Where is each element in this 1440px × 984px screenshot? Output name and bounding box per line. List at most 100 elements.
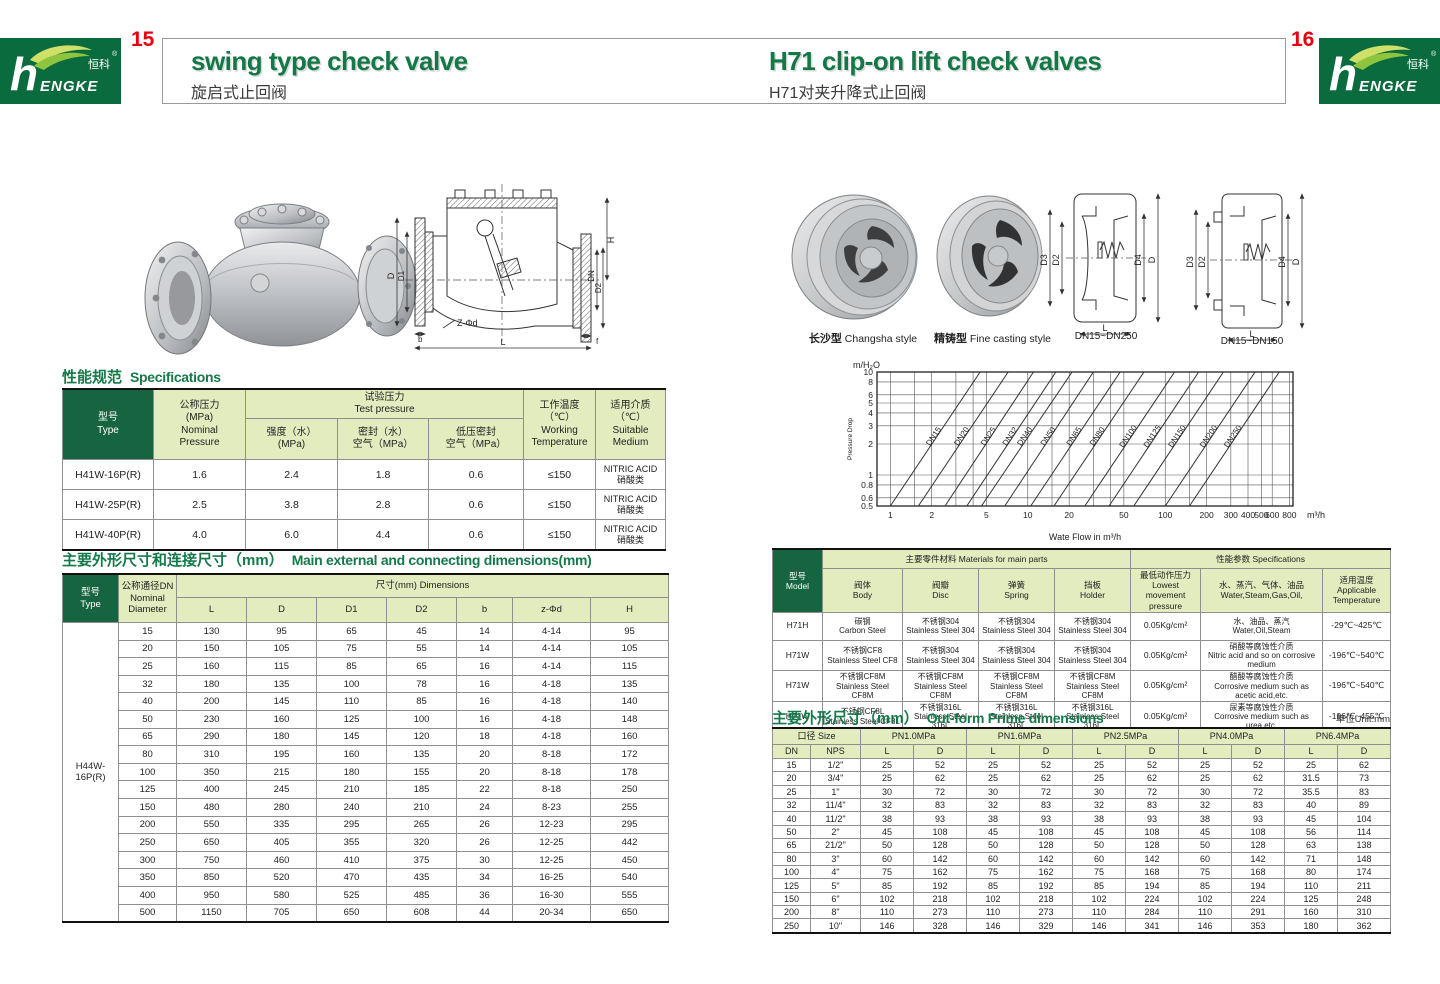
table-row: 20 3/4" 25 62 25 62 25 62 25 62 31.5 73 bbox=[772, 771, 1392, 786]
table-cell: 200 bbox=[176, 692, 247, 711]
table-cell: 120 bbox=[386, 727, 457, 747]
table-row: H41W-40P(R) 4.0 6.0 4.4 0.6 ≤150 NITRIC ACID 硝… bbox=[62, 519, 667, 551]
table-cell: 8-18 bbox=[512, 780, 591, 799]
logo-cn: 恒科 bbox=[88, 57, 110, 71]
table-row: 100 350 215 180 155 20 8-18 178 bbox=[63, 762, 669, 782]
table-cell: 72 bbox=[1125, 784, 1180, 799]
dim-label: L bbox=[1249, 329, 1254, 339]
table-cell: 4-14 bbox=[512, 622, 591, 641]
logo-leaf-icon bbox=[34, 52, 90, 70]
table-cell: 146 bbox=[1072, 918, 1127, 934]
table-cell: 105 bbox=[246, 639, 317, 659]
table-cell: -196℃~540℃ bbox=[1322, 639, 1392, 672]
svg-text:5: 5 bbox=[984, 510, 989, 520]
table-cell: 3/4" bbox=[809, 771, 862, 786]
col-header-applicable-temperature: 适用温度 Applicable Temperature bbox=[1322, 568, 1392, 613]
wafer-valve-drawing-large: D3 D2 D4 D L bbox=[1038, 180, 1173, 347]
col-header-model: 型号 Model bbox=[772, 548, 823, 613]
section-title-en: Specifications bbox=[130, 369, 221, 385]
table-cell: 230 bbox=[176, 709, 247, 729]
table-cell: 碳钢 Carbon Steel bbox=[822, 611, 903, 641]
col-header: L bbox=[966, 744, 1021, 759]
table-cell: 4-18 bbox=[512, 709, 591, 729]
dim-label: D bbox=[1291, 258, 1301, 265]
table-cell: 60 bbox=[860, 851, 915, 866]
table-cell: 540 bbox=[590, 868, 669, 887]
table-cell: 50 bbox=[1178, 838, 1233, 853]
svg-text:ENGKE: ENGKE bbox=[1359, 78, 1417, 95]
col-header-lowest-pressure: 最低动作压力 Lowest movement pressure bbox=[1130, 568, 1202, 613]
table-cell: 65 bbox=[316, 622, 387, 641]
table-row: 250 10" 146 328 146 329 146 341 146 353 180 362 bbox=[772, 918, 1392, 934]
table-cell: 62 bbox=[1125, 771, 1180, 786]
table-cell: 75 bbox=[966, 864, 1021, 880]
table-cell: 140 bbox=[590, 692, 669, 711]
table-cell: 245 bbox=[246, 780, 317, 799]
page-title-left: swing type check valve bbox=[191, 46, 468, 76]
table-cell: 35.5 bbox=[1284, 784, 1339, 799]
table-cell: 375 bbox=[386, 850, 457, 870]
table-cell: 102 bbox=[1178, 891, 1233, 907]
table-cell: 89 bbox=[1337, 797, 1392, 813]
table-cell: 83 bbox=[1231, 797, 1286, 813]
table-cell: 25 bbox=[966, 757, 1021, 773]
table-cell: 25 bbox=[1178, 757, 1233, 773]
swing-check-valve-photo bbox=[140, 188, 425, 361]
table-cell: 不锈钢304 Stainless Steel 304 bbox=[902, 611, 979, 641]
table-cell: 195 bbox=[246, 745, 317, 764]
table-cell: 125 bbox=[772, 878, 811, 893]
col-header: D bbox=[1231, 744, 1286, 759]
table-cell: 25 bbox=[1284, 757, 1339, 773]
col-header: D bbox=[1125, 744, 1180, 759]
table-cell: 135 bbox=[386, 745, 457, 764]
table-cell: 265 bbox=[386, 815, 457, 835]
svg-text:m/H₂O: m/H₂O bbox=[853, 360, 880, 370]
table-cell: 650 bbox=[590, 903, 669, 923]
materials-table: 型号 Model 主要零件材料 Materials for main parts… bbox=[772, 548, 1392, 734]
table-cell: 485 bbox=[386, 885, 457, 905]
table-row: 150 6" 102 218 102 218 102 224 102 224 125 248 bbox=[772, 891, 1392, 907]
table-cell: 135 bbox=[590, 674, 669, 694]
brand-logo-left: h ENGKE 恒科 ® bbox=[0, 38, 121, 104]
table-cell: 250 bbox=[118, 833, 177, 852]
table-cell: 8-23 bbox=[512, 797, 591, 817]
table-cell: 750 bbox=[176, 850, 247, 870]
table-cell: 不锈钢CF8M Stainless Steel CF8M bbox=[1053, 670, 1132, 702]
table-cell: 353 bbox=[1231, 918, 1286, 934]
table-cell: H71H bbox=[772, 611, 823, 641]
table-row: H71W 不锈钢CF8M Stainless Steel CF8M 不锈钢CF8M … bbox=[772, 670, 1392, 702]
table-cell: 31.5 bbox=[1284, 771, 1339, 786]
photo-caption-fine-casting: 精铸型 Fine casting style bbox=[933, 333, 1052, 345]
table-cell: 125 bbox=[1284, 891, 1339, 907]
col-header: NPS bbox=[809, 744, 862, 759]
col-header-suitable-medium: 适用介质（℃） Suitable Medium bbox=[595, 388, 667, 460]
table-cell: 110 bbox=[1178, 905, 1233, 920]
table-cell: 93 bbox=[913, 811, 968, 826]
table-cell: 不锈钢304 Stainless Steel 304 bbox=[978, 639, 1055, 672]
table-cell: 185 bbox=[386, 780, 457, 799]
table-cell: 110 bbox=[966, 905, 1021, 920]
table-cell: 75 bbox=[860, 864, 915, 880]
table-cell: 160 bbox=[316, 745, 387, 764]
table-cell: 130 bbox=[176, 622, 247, 641]
series-label: DN100 bbox=[1117, 423, 1139, 449]
table-cell: 6" bbox=[809, 891, 862, 907]
table-cell: 450 bbox=[590, 850, 669, 870]
col-header: D bbox=[246, 597, 317, 623]
table-cell: ≤150 bbox=[523, 519, 597, 551]
series-label: DN150 bbox=[1166, 423, 1188, 449]
table-cell: 142 bbox=[1019, 851, 1074, 866]
dim-label: b bbox=[418, 335, 423, 344]
table-row: 50 230 160 125 100 16 4-18 148 bbox=[63, 709, 669, 729]
svg-text:0.5: 0.5 bbox=[861, 501, 873, 511]
table-cell: 36 bbox=[456, 885, 513, 905]
table-cell: 100 bbox=[772, 864, 811, 880]
table-cell: 30 bbox=[860, 784, 915, 799]
table-cell: 38 bbox=[860, 811, 915, 826]
table-cell: 78 bbox=[386, 674, 457, 694]
table-cell: 310 bbox=[1337, 905, 1392, 920]
table-cell: 142 bbox=[1231, 851, 1286, 866]
table-cell: 22 bbox=[456, 780, 513, 799]
table-cell: 93 bbox=[1019, 811, 1074, 826]
